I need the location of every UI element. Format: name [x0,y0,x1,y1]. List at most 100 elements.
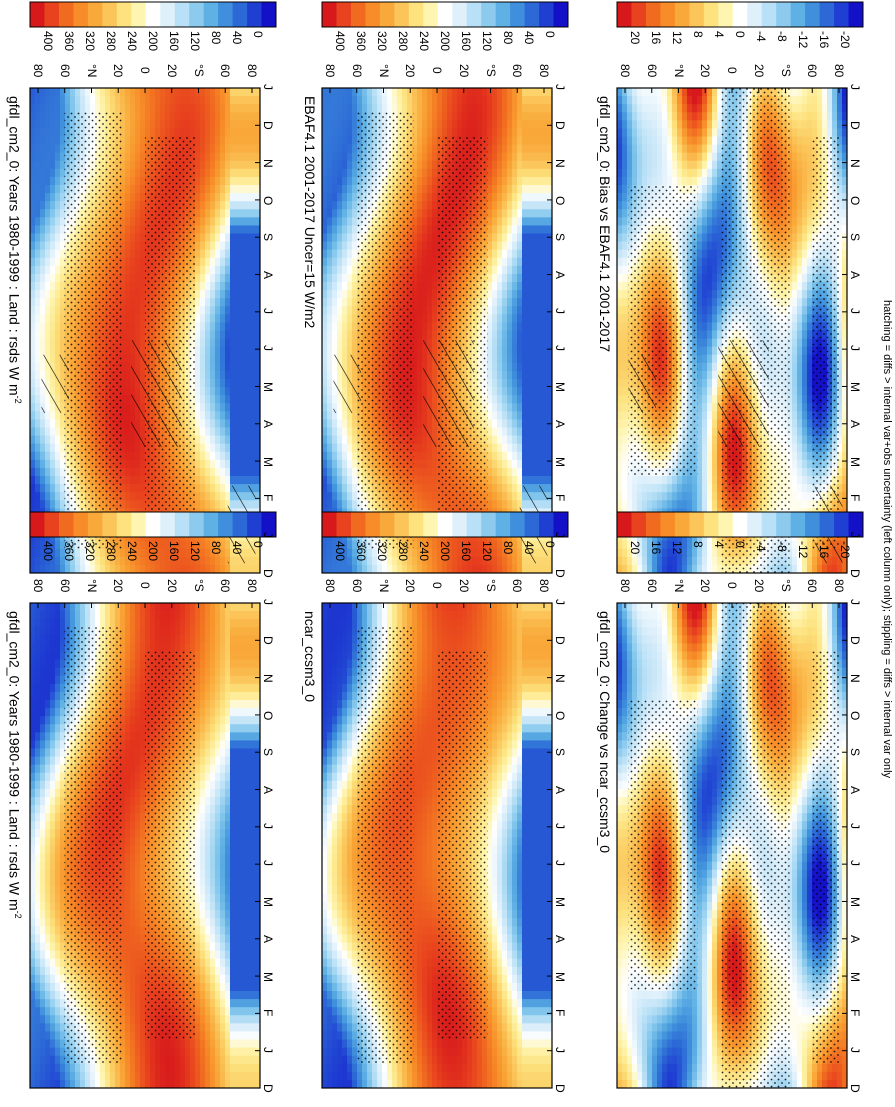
heatmap-cell [422,460,427,468]
heatmap-cell [422,242,427,250]
heatmap-cell [55,322,60,330]
heatmap-cell [210,161,215,169]
heatmap-cell [492,331,497,339]
heatmap-cell [427,177,432,185]
heatmap-cell [215,314,220,322]
heatmap-cell [427,565,432,573]
heatmap-cell [135,120,140,128]
heatmap-cell [337,452,342,460]
heatmap-cell [250,322,255,330]
heatmap-cell [185,104,190,112]
heatmap-cell [50,500,55,508]
heatmap-cell [492,452,497,460]
heatmap-cell [225,452,230,460]
heatmap-cell [30,217,35,225]
heatmap-cell [322,112,327,120]
heatmap-cell [250,104,255,112]
heatmap-cell [427,290,432,298]
heatmap-cell [55,290,60,298]
colorbar-swatch [218,2,233,27]
heatmap-cell [250,88,255,96]
heatmap-cell [135,258,140,266]
heatmap-cell [40,161,45,169]
heatmap-cell [30,460,35,468]
heatmap-cell [85,104,90,112]
heatmap-cell [347,217,352,225]
heatmap-cell [322,565,327,573]
heatmap-cell [487,217,492,225]
heatmap-cell [337,347,342,355]
heatmap-cell [130,112,135,120]
heatmap-cell [30,395,35,403]
heatmap-cell [180,88,185,96]
heatmap-cell [322,120,327,128]
heatmap-cell [497,225,502,233]
heatmap-cell [347,460,352,468]
heatmap-cell [195,128,200,136]
heatmap-cell [50,153,55,161]
heatmap-cell [492,379,497,387]
heatmap-cell [210,460,215,468]
heatmap-cell [55,314,60,322]
heatmap-cell [125,250,130,258]
heatmap-cell [427,468,432,476]
heatmap-cell [95,96,100,104]
heatmap-cell [250,460,255,468]
heatmap-cell [125,484,130,492]
heatmap-cell [352,104,357,112]
heatmap-cell [487,104,492,112]
heatmap-cell [40,452,45,460]
heatmap-cell [50,476,55,484]
heatmap-cell [240,331,245,339]
heatmap-cell [322,468,327,476]
heatmap-cell [382,96,387,104]
heatmap-cell [432,298,437,306]
heatmap-cell [230,258,235,266]
heatmap-cell [220,266,225,274]
heatmap-cell [502,234,507,242]
heatmap-cell [130,460,135,468]
heatmap-cell [195,234,200,242]
heatmap-cell [125,112,130,120]
heatmap-cell [55,557,60,565]
heatmap-cell [195,193,200,201]
heatmap-cell [75,88,80,96]
heatmap-cell [250,428,255,436]
heatmap-cell [55,177,60,185]
heatmap-cell [205,185,210,193]
heatmap-cell [427,153,432,161]
heatmap-cell [145,96,150,104]
heatmap-cell [45,193,50,201]
heatmap-cell [437,96,442,104]
heatmap-cell [130,193,135,201]
heatmap-cell [342,193,347,201]
heatmap-cell [327,112,332,120]
heatmap-cell [215,484,220,492]
heatmap-cell [322,104,327,112]
heatmap-cell [342,476,347,484]
heatmap-cell [367,88,372,96]
heatmap-cell [250,177,255,185]
heatmap-cell [422,225,427,233]
heatmap-cell [422,484,427,492]
heatmap-cell [225,242,230,250]
heatmap-cell [80,104,85,112]
heatmap-cell [422,145,427,153]
heatmap-cell [55,120,60,128]
heatmap-cell [215,217,220,225]
heatmap-cell [205,290,210,298]
heatmap-cell [50,298,55,306]
heatmap-cell [492,104,497,112]
heatmap-cell [492,403,497,411]
heatmap-cell [35,225,40,233]
heatmap-cell [220,452,225,460]
heatmap-cell [45,112,50,120]
heatmap-cell [50,145,55,153]
heatmap-cell [235,234,240,242]
heatmap-cell [347,225,352,233]
heatmap-cell [210,185,215,193]
heatmap-cell [210,322,215,330]
heatmap-cell [487,161,492,169]
heatmap-cell [50,484,55,492]
heatmap-cell [200,484,205,492]
